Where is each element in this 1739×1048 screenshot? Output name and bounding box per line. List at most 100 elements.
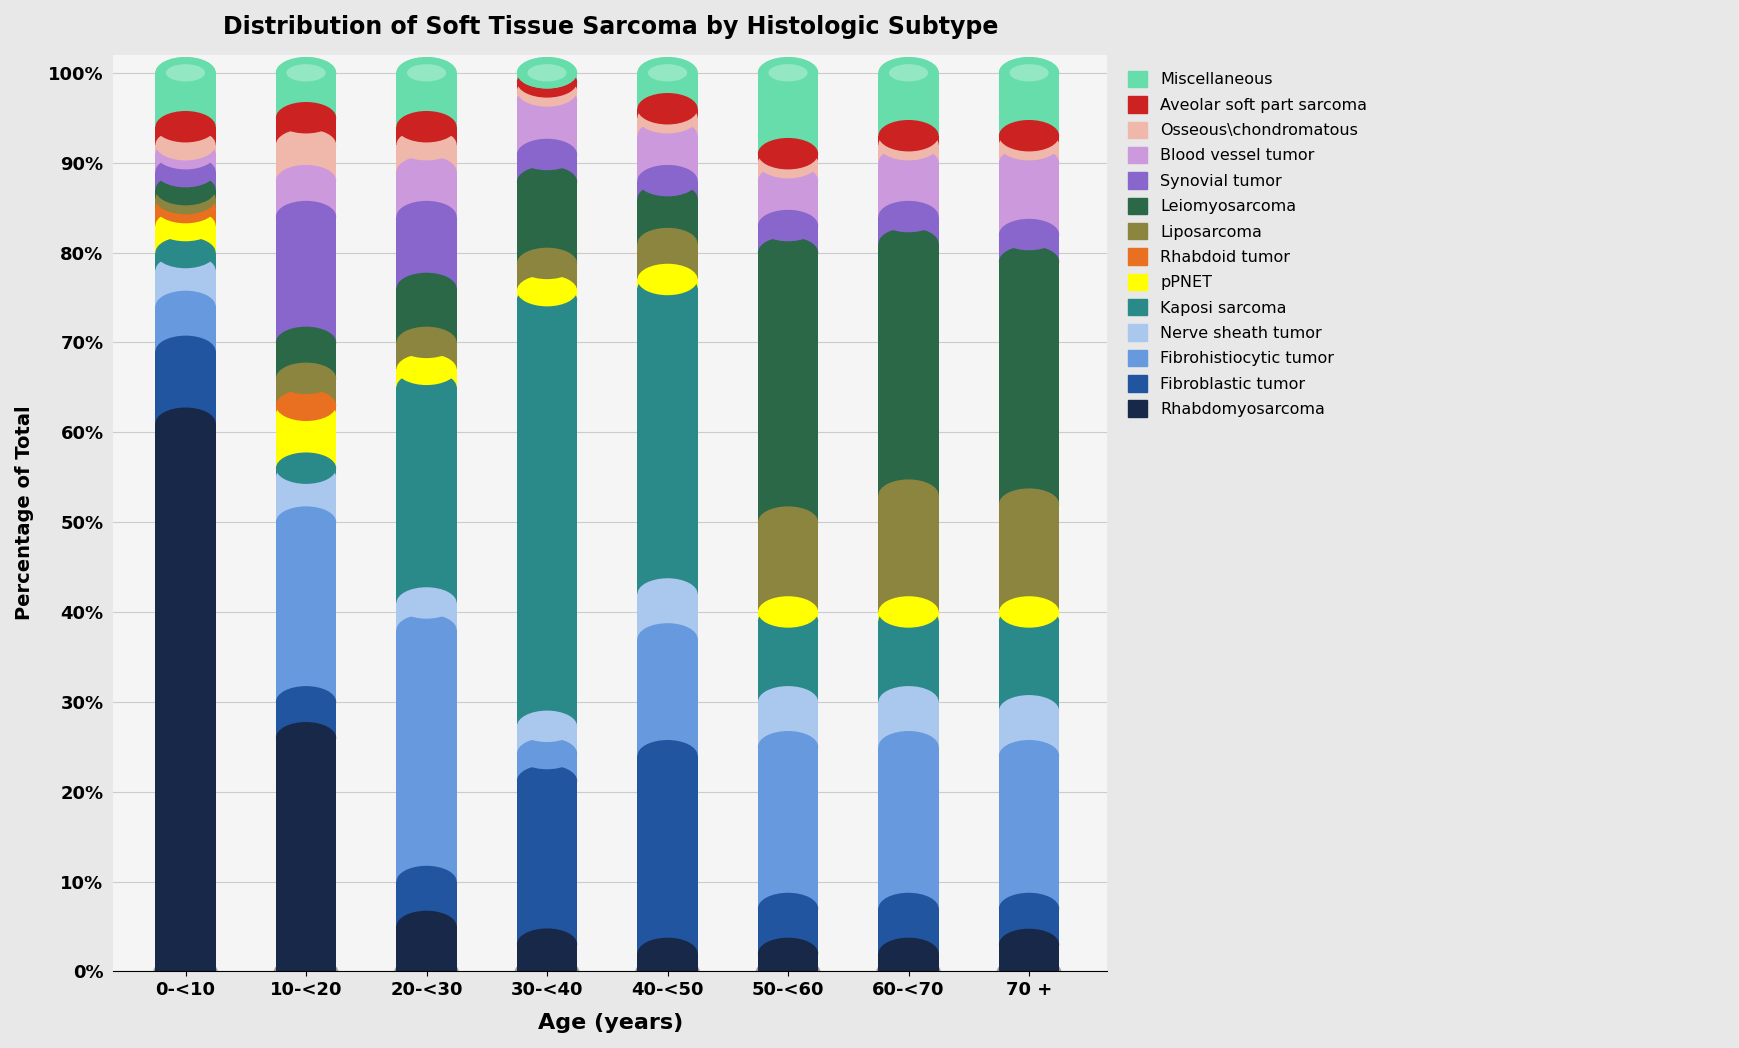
Ellipse shape: [516, 166, 577, 197]
Bar: [998, 145, 1059, 162]
Bar: [396, 603, 456, 630]
Ellipse shape: [636, 956, 697, 987]
Ellipse shape: [878, 57, 937, 88]
Bar: [878, 162, 937, 217]
Bar: [758, 225, 817, 253]
Ellipse shape: [878, 732, 937, 763]
Ellipse shape: [889, 64, 927, 82]
Ellipse shape: [996, 959, 1061, 984]
Ellipse shape: [769, 64, 807, 82]
Bar: [758, 702, 817, 747]
Bar: [277, 117, 336, 145]
Ellipse shape: [516, 84, 577, 115]
Ellipse shape: [287, 64, 325, 82]
Bar: [636, 756, 697, 954]
Ellipse shape: [878, 57, 937, 88]
Ellipse shape: [277, 461, 336, 493]
Ellipse shape: [155, 138, 216, 170]
Bar: [758, 522, 817, 612]
Ellipse shape: [878, 147, 937, 178]
Bar: [155, 306, 216, 351]
Ellipse shape: [636, 740, 697, 771]
Ellipse shape: [516, 929, 577, 960]
Ellipse shape: [396, 956, 456, 987]
Bar: [878, 243, 937, 495]
Ellipse shape: [758, 596, 817, 628]
Ellipse shape: [277, 506, 336, 538]
Ellipse shape: [516, 738, 577, 769]
Ellipse shape: [998, 129, 1059, 160]
Bar: [277, 477, 336, 522]
Bar: [516, 100, 577, 154]
Bar: [277, 468, 336, 477]
Ellipse shape: [277, 102, 336, 133]
Ellipse shape: [396, 156, 456, 188]
Bar: [155, 253, 216, 270]
Bar: [155, 154, 216, 172]
Ellipse shape: [998, 57, 1059, 88]
Ellipse shape: [998, 488, 1059, 520]
Ellipse shape: [758, 605, 817, 637]
Bar: [396, 145, 456, 172]
Y-axis label: Percentage of Total: Percentage of Total: [16, 406, 35, 620]
Ellipse shape: [758, 686, 817, 718]
Bar: [396, 288, 456, 343]
Bar: [516, 72, 577, 82]
Ellipse shape: [636, 102, 697, 133]
Ellipse shape: [277, 398, 336, 430]
Ellipse shape: [878, 956, 937, 987]
Ellipse shape: [155, 290, 216, 322]
Bar: [998, 135, 1059, 145]
Bar: [758, 621, 817, 702]
Ellipse shape: [758, 956, 817, 987]
Bar: [758, 180, 817, 225]
Ellipse shape: [515, 959, 579, 984]
Bar: [998, 612, 1059, 621]
Bar: [998, 162, 1059, 235]
Ellipse shape: [527, 64, 567, 82]
Bar: [878, 954, 937, 971]
Ellipse shape: [758, 57, 817, 88]
X-axis label: Age (years): Age (years): [537, 1013, 682, 1033]
Ellipse shape: [155, 956, 216, 987]
Bar: [636, 109, 697, 117]
Bar: [155, 172, 216, 190]
Bar: [516, 726, 577, 754]
Ellipse shape: [277, 722, 336, 754]
Ellipse shape: [516, 275, 577, 306]
Ellipse shape: [636, 165, 697, 196]
Bar: [998, 72, 1059, 135]
Ellipse shape: [516, 138, 577, 170]
Ellipse shape: [636, 272, 697, 304]
Ellipse shape: [396, 327, 456, 358]
Ellipse shape: [153, 959, 217, 984]
Bar: [396, 388, 456, 603]
Bar: [998, 909, 1059, 944]
Bar: [396, 926, 456, 971]
Ellipse shape: [998, 596, 1059, 628]
Ellipse shape: [155, 57, 216, 88]
Ellipse shape: [277, 57, 336, 88]
Ellipse shape: [878, 201, 937, 233]
Bar: [516, 82, 577, 91]
Ellipse shape: [636, 57, 697, 88]
Bar: [396, 127, 456, 145]
Ellipse shape: [396, 614, 456, 646]
Bar: [878, 72, 937, 135]
Bar: [878, 495, 937, 612]
Bar: [277, 522, 336, 702]
Bar: [396, 72, 456, 127]
Ellipse shape: [396, 201, 456, 233]
Ellipse shape: [155, 335, 216, 367]
Bar: [396, 217, 456, 288]
Ellipse shape: [1009, 64, 1049, 82]
Ellipse shape: [636, 578, 697, 610]
Ellipse shape: [396, 911, 456, 942]
Ellipse shape: [878, 479, 937, 510]
Ellipse shape: [395, 959, 457, 984]
Bar: [998, 711, 1059, 756]
Bar: [636, 135, 697, 180]
Ellipse shape: [277, 453, 336, 484]
Ellipse shape: [636, 93, 697, 125]
Bar: [636, 280, 697, 288]
